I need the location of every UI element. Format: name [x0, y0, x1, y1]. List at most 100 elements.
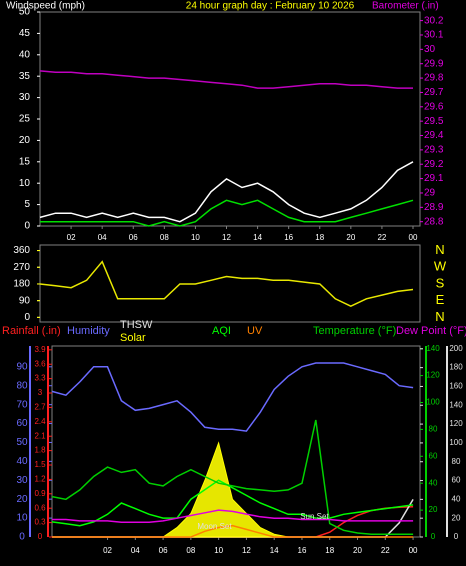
x-tick-label: 10 [214, 546, 223, 555]
y-tick-label: 70 [16, 399, 28, 410]
x-tick-label: 20 [346, 233, 355, 242]
y3-tick-label: 3 [38, 388, 43, 397]
legend-entry: UV [247, 325, 263, 337]
y2-tick-label: 29.1 [424, 173, 444, 184]
y-tick-label: 30 [16, 475, 28, 486]
y2-tick-label: 80 [429, 425, 438, 434]
y4-tick-label: 20 [452, 513, 461, 522]
y-tick-label: 45 [19, 28, 31, 39]
x-tick-label: 14 [253, 233, 262, 242]
x-tick-label: 00 [409, 233, 418, 242]
legend-entry: Solar [120, 332, 146, 344]
x-tick-label: 06 [129, 233, 138, 242]
plot-frame [39, 244, 421, 323]
y2-tick-label: 29.7 [424, 87, 444, 98]
annotation: Sun Set [300, 512, 329, 521]
y2-tick-label: 140 [426, 344, 440, 353]
y-tick-label: 25 [19, 114, 31, 125]
y-tick-label: 10 [16, 513, 28, 524]
x-tick-label: 10 [191, 233, 200, 242]
y3-tick-label: 0.6 [34, 503, 46, 512]
y-tick-label: 180 [13, 279, 30, 290]
y2-tick-label: 120 [426, 371, 440, 380]
y-axis-label: Windspeed (mph) [6, 1, 85, 12]
y-tick-label: 90 [19, 295, 31, 306]
series-line [40, 199, 414, 227]
y4-tick-label: 200 [449, 344, 463, 353]
series-line [39, 161, 414, 223]
y4-tick-label: 100 [449, 438, 463, 447]
y4-tick-label: 80 [452, 457, 461, 466]
y2-tick-label: 30 [424, 44, 436, 55]
y2-tick-label: E [436, 292, 445, 307]
annotation: Moon Set [197, 522, 232, 531]
y2-tick-label: 30.2 [424, 15, 444, 26]
y2-tick-label: 60 [429, 451, 438, 460]
y2-tick-label: 40 [429, 478, 438, 487]
y2-tick-label: 29.2 [424, 159, 444, 170]
y2-tick-label: 29.8 [424, 73, 444, 84]
y-tick-label: 50 [19, 7, 31, 18]
y-tick-label: 40 [19, 49, 31, 60]
x-tick-label: 22 [377, 233, 386, 242]
x-tick-label: 18 [315, 233, 324, 242]
y-tick-label: 30 [19, 92, 31, 103]
y2-axis-label: Barometer (.in) [372, 1, 439, 12]
x-tick-label: 08 [186, 546, 195, 555]
y4-tick-label: 0 [454, 532, 459, 541]
y2-tick-label: 0 [431, 532, 436, 541]
y2-tick-label: 29.4 [424, 130, 444, 141]
y2-tick-label: 30.1 [424, 30, 444, 41]
y-tick-label: 40 [16, 456, 28, 467]
y2-tick-label: 29 [424, 188, 436, 199]
x-tick-label: 04 [131, 546, 140, 555]
y3-tick-label: 1.8 [34, 446, 46, 455]
x-tick-label: 02 [103, 546, 112, 555]
y-tick-label: 20 [16, 494, 28, 505]
x-tick-label: 12 [222, 233, 231, 242]
y-tick-label: 15 [19, 156, 31, 167]
x-tick-label: 02 [67, 233, 76, 242]
series-line [52, 524, 414, 538]
y2-tick-label: 100 [426, 398, 440, 407]
y3-tick-label: 1.5 [34, 460, 46, 469]
y3-tick-label: 2.1 [34, 431, 46, 440]
y-tick-label: 10 [19, 178, 31, 189]
x-tick-label: 06 [159, 546, 168, 555]
x-tick-label: 16 [298, 546, 307, 555]
y-tick-label: 60 [16, 418, 28, 429]
series-line [39, 260, 414, 308]
y-tick-label: 0 [24, 312, 30, 323]
series-line [51, 419, 414, 536]
x-tick-label: 16 [284, 233, 293, 242]
y-tick-label: 50 [16, 437, 28, 448]
plot-frame [39, 11, 421, 227]
series-line [52, 509, 414, 523]
series-area [52, 441, 414, 538]
y2-tick-label: 20 [429, 505, 438, 514]
y3-tick-label: 3.9 [34, 345, 46, 354]
y2-tick-label: W [434, 259, 447, 274]
y-tick-label: 0 [19, 532, 25, 543]
series-line [39, 70, 413, 89]
y4-tick-label: 160 [449, 382, 463, 391]
y4-tick-label: 180 [449, 363, 463, 372]
y2-tick-label: 29.5 [424, 116, 444, 127]
y2-tick-label: 29.9 [424, 58, 444, 69]
y4-tick-label: 60 [452, 476, 461, 485]
y-tick-label: 80 [16, 380, 28, 391]
y3-tick-label: 0.3 [34, 518, 46, 527]
y2-tick-label: 28.9 [424, 202, 444, 213]
y-tick-label: 0 [24, 221, 30, 232]
y3-tick-label: 0.9 [34, 489, 46, 498]
y2-tick-label: S [436, 275, 445, 290]
y3-tick-label: 3.3 [34, 374, 46, 383]
y2-tick-label: 29.3 [424, 145, 444, 156]
y4-tick-label: 120 [449, 419, 463, 428]
legend-entry: AQI [212, 325, 231, 337]
y-tick-label: 5 [24, 199, 30, 210]
x-tick-label: 00 [409, 546, 418, 555]
legend-entry: Dew Point (°F) [396, 325, 466, 337]
y-tick-label: 90 [16, 361, 28, 372]
